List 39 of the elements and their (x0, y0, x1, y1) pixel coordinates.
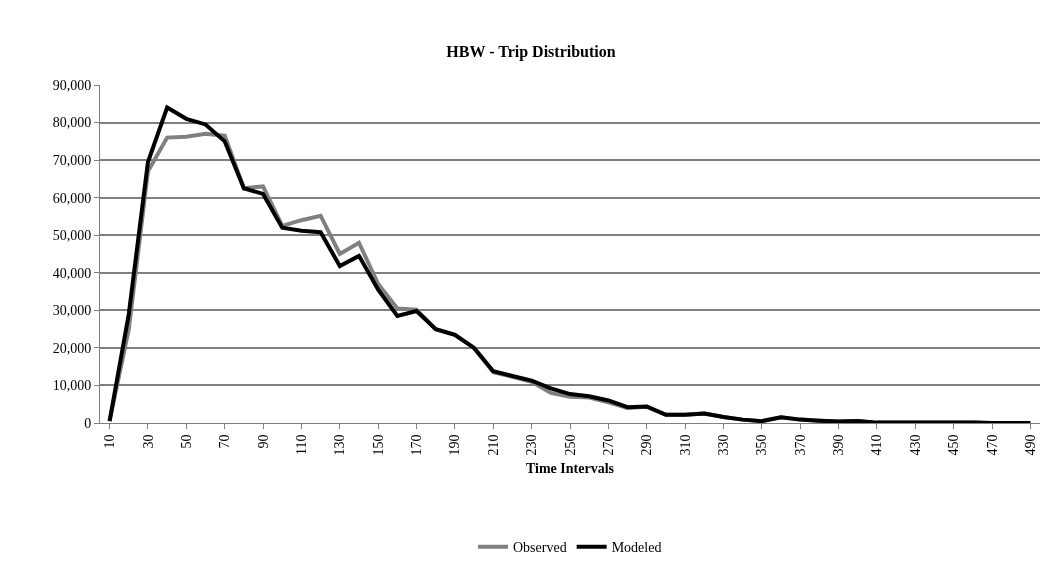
x-tick-label: 10 (102, 434, 118, 449)
y-tick-label: 70,000 (52, 153, 92, 169)
x-tick-label: 490 (1022, 434, 1038, 456)
y-tick-label: 60,000 (52, 190, 92, 206)
x-tick-label: 390 (831, 434, 847, 456)
x-tick-label: 350 (754, 434, 770, 456)
y-tick-label: 50,000 (52, 228, 92, 244)
y-tick-label: 40,000 (52, 265, 92, 281)
x-tick-label: 450 (946, 434, 962, 456)
x-tick-label: 150 (370, 434, 386, 456)
x-tick-label: 30 (140, 434, 156, 449)
x-tick-label: 250 (562, 434, 578, 456)
y-tick-label: 0 (84, 415, 92, 431)
y-tick-label: 80,000 (52, 115, 92, 131)
x-tick-label: 110 (293, 434, 309, 456)
x-tick-label: 190 (447, 434, 463, 456)
x-tick-label: 270 (600, 434, 616, 456)
chart-title: HBW - Trip Distribution (446, 43, 616, 62)
x-tick-label: 230 (524, 434, 540, 456)
x-tick-label: 430 (907, 434, 923, 456)
x-tick-label: 90 (255, 434, 271, 449)
x-axis-title: Time Intervals (525, 460, 615, 476)
x-tick-label: 210 (485, 434, 501, 456)
x-tick-label: 290 (639, 434, 655, 456)
y-tick-label: 30,000 (52, 303, 92, 319)
y-tick-label: 20,000 (52, 340, 92, 356)
legend-label: Observed (513, 540, 567, 556)
legend-label: Modeled (611, 540, 662, 556)
x-tick-label: 370 (792, 434, 808, 456)
x-tick-label: 330 (716, 434, 732, 456)
x-tick-label: 130 (332, 434, 348, 456)
x-tick-label: 170 (409, 434, 425, 456)
x-tick-label: 50 (178, 434, 194, 449)
x-tick-label: 470 (984, 434, 1000, 456)
x-tick-label: 70 (217, 434, 233, 449)
x-tick-label: 410 (869, 434, 885, 456)
x-tick-label: 310 (677, 434, 693, 456)
y-tick-label: 10,000 (52, 378, 92, 394)
y-tick-label: 90,000 (52, 77, 92, 93)
